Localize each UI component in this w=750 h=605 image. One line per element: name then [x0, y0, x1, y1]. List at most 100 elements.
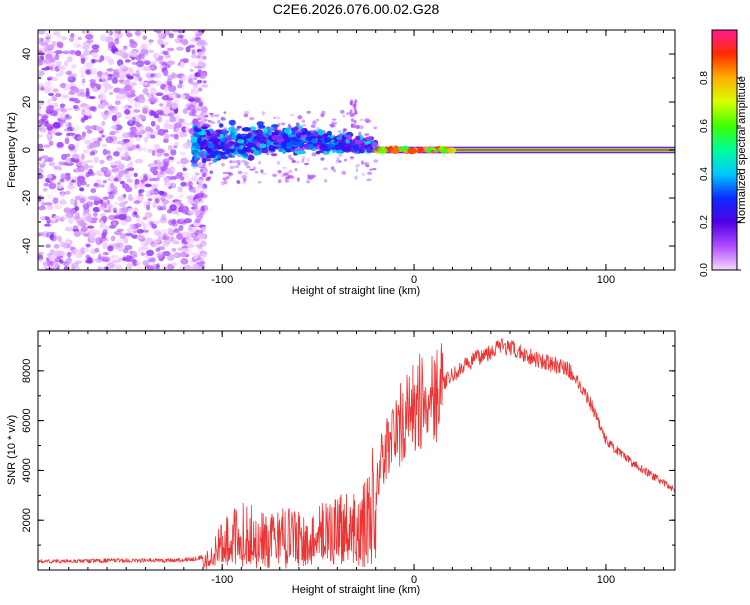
noise-cell	[162, 204, 167, 210]
noise-cell	[85, 69, 91, 75]
noise-cell	[178, 118, 184, 123]
noise-cell	[108, 30, 112, 36]
noise-cell	[155, 231, 163, 236]
faint-cell	[349, 156, 354, 160]
noise-cell	[43, 123, 52, 127]
noise-cell	[52, 197, 59, 205]
signal-cell	[345, 147, 353, 152]
faint-cell	[284, 172, 290, 176]
noise-cell	[203, 80, 207, 84]
noise-cell	[156, 252, 164, 260]
noise-cell	[49, 110, 58, 117]
noise-cell	[38, 258, 43, 264]
noise-cell	[52, 88, 59, 93]
noise-cell	[38, 113, 43, 117]
noise-cell	[138, 188, 145, 193]
spectrogram-y-tick-label: 20	[21, 96, 33, 108]
faint-cell	[204, 118, 208, 122]
noise-cell	[54, 132, 63, 136]
noise-cell	[82, 106, 87, 110]
signal-cell	[259, 143, 267, 149]
signal-cell	[355, 135, 361, 141]
noise-cell	[163, 133, 170, 140]
noise-cell	[119, 64, 126, 70]
noise-cell	[112, 221, 117, 226]
noise-cell	[112, 185, 118, 191]
noise-cell	[173, 228, 180, 234]
faint-cell	[273, 116, 276, 120]
noise-cell	[63, 266, 69, 270]
signal-cell	[225, 147, 231, 153]
signal-cell	[350, 99, 354, 104]
noise-cell	[54, 50, 63, 55]
faint-cell	[226, 171, 232, 175]
noise-cell	[142, 260, 150, 266]
noise-cell	[102, 74, 109, 79]
noise-cell	[152, 52, 160, 60]
noise-cell	[64, 83, 70, 91]
noise-cell	[133, 101, 141, 108]
noise-cell	[141, 43, 149, 51]
noise-cell	[95, 124, 104, 132]
noise-cell	[115, 39, 120, 45]
faint-cell	[312, 120, 317, 125]
noise-cell	[117, 140, 122, 145]
noise-cell	[80, 88, 85, 93]
signal-cell	[305, 130, 312, 137]
snr-y-tick-label: 2000	[21, 508, 33, 532]
noise-cell	[150, 243, 159, 248]
noise-cell	[134, 158, 143, 164]
faint-cell	[344, 158, 347, 162]
noise-cell	[162, 234, 168, 240]
signal-cell	[295, 132, 301, 139]
noise-cell	[94, 197, 101, 201]
noise-cell	[67, 217, 74, 225]
noise-cell	[113, 201, 119, 206]
noise-cell	[65, 122, 71, 129]
noise-cell	[86, 159, 93, 163]
noise-cell	[126, 227, 134, 233]
faint-cell	[282, 166, 287, 169]
noise-cell	[185, 247, 192, 254]
noise-cell	[130, 250, 138, 257]
noise-cell	[126, 254, 130, 262]
noise-cell	[86, 216, 93, 223]
noise-cell	[112, 207, 118, 212]
noise-cell	[189, 210, 197, 214]
faint-cell	[242, 181, 247, 184]
noise-cell	[38, 99, 45, 106]
noise-cell	[38, 69, 43, 77]
faint-cell	[243, 113, 249, 118]
noise-cell	[47, 98, 52, 106]
noise-cell	[191, 175, 198, 182]
noise-cell	[151, 150, 156, 157]
noise-cell	[46, 44, 55, 50]
noise-cell	[86, 256, 93, 264]
faint-cell	[359, 118, 364, 122]
noise-cell	[99, 159, 105, 164]
noise-cell	[64, 226, 73, 232]
noise-cell	[52, 121, 61, 129]
noise-cell	[119, 51, 125, 56]
noise-cell	[200, 253, 207, 259]
noise-cell	[67, 122, 72, 129]
noise-cell	[85, 87, 90, 95]
noise-cell	[114, 51, 121, 56]
noise-cell	[168, 112, 175, 118]
signal-cell	[221, 130, 230, 134]
noise-cell	[197, 179, 204, 184]
noise-cell	[171, 73, 178, 79]
noise-cell	[189, 68, 194, 73]
noise-cell	[177, 83, 183, 89]
noise-cell	[187, 238, 195, 245]
faint-cell	[337, 130, 342, 133]
noise-cell	[124, 59, 131, 63]
spectrogram-x-tick-label: -100	[211, 274, 233, 286]
noise-cell	[136, 228, 144, 234]
signal-cell	[197, 131, 206, 136]
faint-cell	[301, 158, 305, 163]
noise-cell	[117, 195, 125, 202]
noise-cell	[52, 102, 59, 108]
noise-cell	[155, 182, 160, 188]
noise-cell	[121, 139, 128, 144]
